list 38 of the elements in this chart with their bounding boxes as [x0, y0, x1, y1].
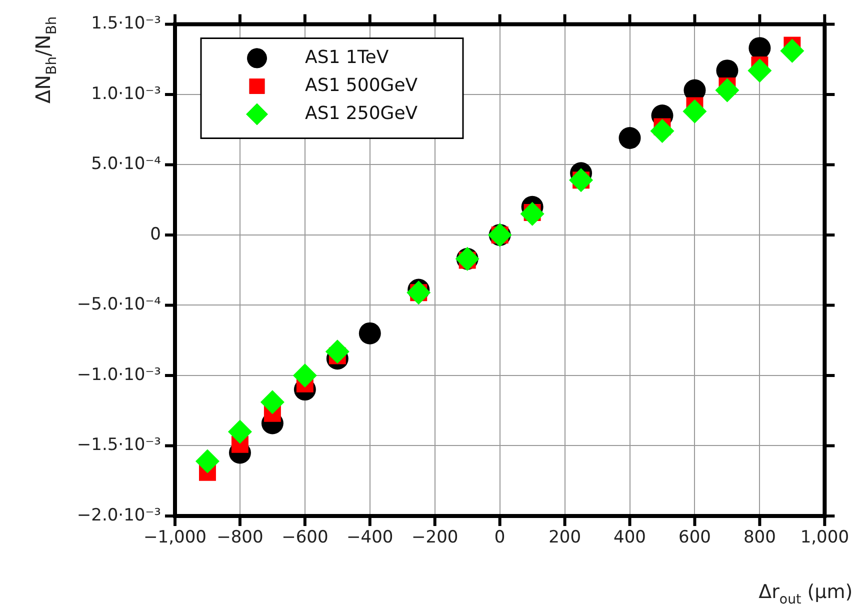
y-tick-label: −1.0·10⁻³ [76, 364, 161, 385]
x-tick-label: −400 [346, 528, 394, 548]
point [358, 322, 381, 344]
y-tick-label: 0 [150, 224, 161, 244]
y-tick-label: −1.5·10⁻³ [76, 435, 161, 456]
y-tick-label: 1.0·10⁻³ [91, 84, 161, 104]
point [618, 127, 641, 150]
point [260, 390, 284, 414]
x-tick-label: 400 [614, 528, 646, 548]
y-tick-label: −5.0·10⁻⁴ [76, 294, 162, 315]
point [325, 340, 350, 364]
x-tick-label: 1,000 [800, 528, 849, 548]
legend-label: AS1 250GeV [305, 102, 418, 124]
point [715, 78, 740, 102]
point [520, 202, 544, 226]
point [195, 449, 220, 474]
point [406, 280, 431, 305]
point [748, 58, 772, 83]
y-tick-label: 1.5·10⁻³ [91, 14, 161, 34]
x-tick-label: −1,000 [144, 528, 206, 548]
x-tick-label: −800 [216, 528, 264, 548]
point [682, 99, 707, 124]
x-tick-label: 600 [678, 528, 711, 548]
point [228, 420, 252, 444]
x-tick-label: 200 [548, 528, 582, 548]
y-axis-title: ΔNBh/NBh [31, 16, 60, 104]
x-tick-label: 800 [743, 528, 776, 548]
y-tick-label: 5.0·10⁻⁴ [91, 154, 162, 174]
point [650, 118, 674, 143]
x-tick-label: −600 [282, 528, 328, 548]
x-tick-label: 0 [494, 528, 506, 548]
legend-label: AS1 1TeV [305, 46, 390, 68]
legend-label: AS1 500GeV [305, 74, 418, 96]
point [569, 168, 594, 192]
x-tick-label: −200 [412, 528, 458, 548]
point [780, 38, 804, 63]
y-tick-label: −2.0·10⁻³ [76, 505, 161, 526]
point [292, 363, 317, 388]
